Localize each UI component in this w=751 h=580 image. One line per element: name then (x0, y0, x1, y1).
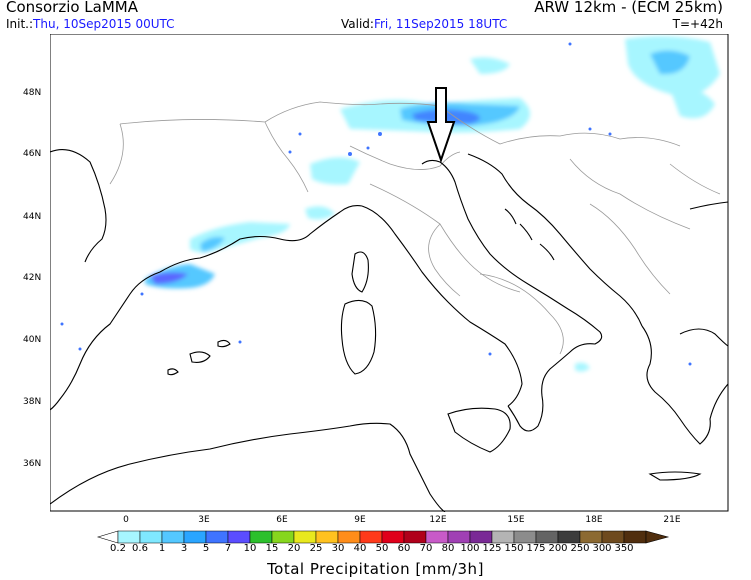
legend-swatch (117, 530, 141, 544)
init-value: Thu, 10Sep2015 00UTC (33, 17, 175, 31)
legend-swatch (293, 530, 317, 544)
legend-tick-label: 150 (504, 543, 524, 554)
legend-swatch (535, 530, 559, 544)
legend-swatch (359, 530, 383, 544)
legend-swatch (601, 530, 625, 544)
legend-tick-label: 250 (570, 543, 590, 554)
legend-swatch (161, 530, 185, 544)
lat-label: 48N (23, 88, 42, 98)
legend-tick-label: 80 (441, 543, 455, 554)
valid-label: Valid: (341, 17, 374, 31)
legend-swatch (513, 530, 537, 544)
legend-swatch (623, 530, 647, 544)
lon-label: 18E (585, 515, 603, 525)
legend-tick-label: 300 (592, 543, 612, 554)
legend-swatch (469, 530, 493, 544)
legend-swatch (249, 530, 273, 544)
legend-swatch (579, 530, 603, 544)
valid-time: Valid:Fri, 11Sep2015 18UTC (341, 17, 507, 31)
legend-tick-label: 175 (526, 543, 546, 554)
lat-label: 46N (23, 149, 42, 159)
legend-swatch (315, 530, 339, 544)
lat-label: 38N (23, 397, 42, 407)
lat-label: 42N (23, 273, 42, 283)
precip-color-bar (96, 530, 670, 544)
legend-tick-label: 0.6 (132, 543, 148, 554)
legend-tick-label: 3 (180, 543, 188, 554)
legend-min-arrow (96, 530, 119, 544)
legend-title: Total Precipitation [mm/3h] (267, 560, 484, 578)
legend-swatch (447, 530, 471, 544)
lon-label: 9E (354, 515, 366, 525)
lon-label: 3E (198, 515, 210, 525)
legend-tick-label: 50 (375, 543, 389, 554)
init-label: Init.: (6, 17, 34, 31)
legend-tick-label: 1 (158, 543, 166, 554)
legend-tick-label: 0.2 (110, 543, 126, 554)
legend-tick-label: 20 (287, 543, 301, 554)
legend-swatch (381, 530, 405, 544)
lat-label: 44N (23, 212, 42, 222)
legend-tick-label: 125 (482, 543, 502, 554)
legend-tick-label: 40 (353, 543, 367, 554)
legend-tick-label: 5 (202, 543, 210, 554)
legend-swatch (271, 530, 295, 544)
init-time: Init.:Thu, 10Sep2015 00UTC (6, 17, 175, 31)
legend-swatch (425, 530, 449, 544)
legend-swatch (139, 530, 163, 544)
arrow-down-icon (426, 87, 456, 164)
country-borders (109, 101, 721, 355)
legend-tick-label: 15 (265, 543, 279, 554)
legend-tick-label: 100 (460, 543, 480, 554)
org-title: Consorzio LaMMA (6, 0, 138, 16)
lon-label: 0 (123, 515, 129, 525)
legend-tick-label: 200 (548, 543, 568, 554)
legend-swatch (403, 530, 427, 544)
lon-label: 21E (663, 515, 681, 525)
forecast-step: T=+42h (672, 17, 723, 31)
legend-swatch (227, 530, 251, 544)
legend-swatch (205, 530, 229, 544)
model-title: ARW 12km - (ECM 25km) (534, 0, 723, 16)
legend-tick-label: 10 (243, 543, 257, 554)
legend-tick-label: 30 (331, 543, 345, 554)
legend-tick-label: 25 (309, 543, 323, 554)
lon-label: 15E (507, 515, 525, 525)
legend-tick-label: 7 (224, 543, 232, 554)
legend-swatch (337, 530, 361, 544)
precipitation-map (50, 34, 729, 512)
scattered-cells (60, 42, 692, 366)
lon-label: 12E (429, 515, 447, 525)
legend-tick-label: 350 (614, 543, 634, 554)
lat-label: 40N (23, 335, 42, 345)
coastlines (50, 149, 729, 512)
legend-swatch (491, 530, 515, 544)
legend-tick-label: 60 (397, 543, 411, 554)
lon-label: 6E (276, 515, 288, 525)
legend-swatch (557, 530, 581, 544)
valid-value: Fri, 11Sep2015 18UTC (373, 17, 508, 31)
legend-max-arrow (645, 530, 670, 544)
legend-swatch (183, 530, 207, 544)
lat-label: 36N (23, 459, 42, 469)
legend-tick-label: 70 (419, 543, 433, 554)
